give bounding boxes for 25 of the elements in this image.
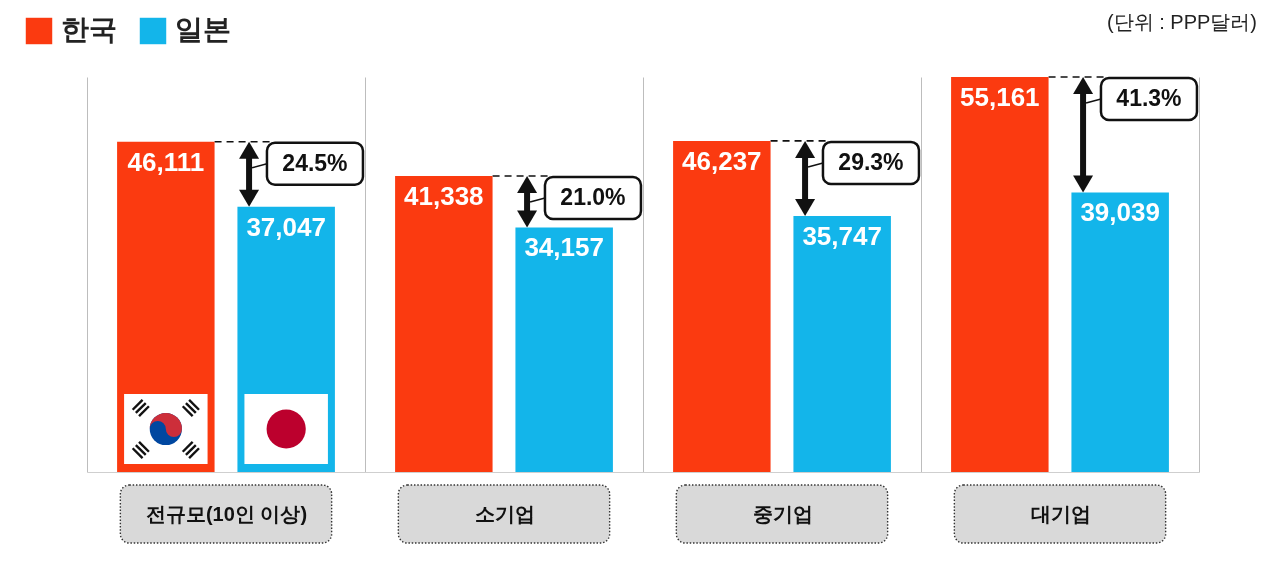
data-label: 55,161	[960, 82, 1040, 112]
data-label: 34,157	[524, 232, 604, 263]
annotation: 24.5%	[282, 149, 348, 176]
x-tick-label: 전규모(10인 이상)	[145, 502, 308, 525]
x-tick-label: 대기업	[1030, 502, 1091, 525]
x-tick-label: 소기업	[474, 502, 535, 525]
data-label: 37,047	[246, 211, 326, 242]
data-label: 35,747	[802, 221, 882, 252]
bar	[793, 216, 891, 472]
bar	[951, 77, 1049, 472]
bar	[515, 227, 613, 472]
bar	[395, 175, 493, 472]
annotation: 21.0%	[560, 183, 626, 210]
data-label: 41,338	[404, 180, 484, 211]
annotation: 41.3%	[1116, 85, 1182, 111]
bar	[673, 140, 771, 472]
legend-label: 일본	[175, 14, 231, 45]
x-tick-label: 중기업	[752, 502, 813, 525]
data-label: 46,111	[127, 146, 205, 177]
annotation: 29.3%	[838, 148, 904, 175]
legend-label: 한국	[61, 14, 117, 45]
bar	[1071, 192, 1169, 472]
data-label: 39,039	[1080, 197, 1160, 228]
text: (단위 : PPP달러)	[1106, 11, 1257, 33]
data-label: 46,237	[682, 145, 762, 176]
